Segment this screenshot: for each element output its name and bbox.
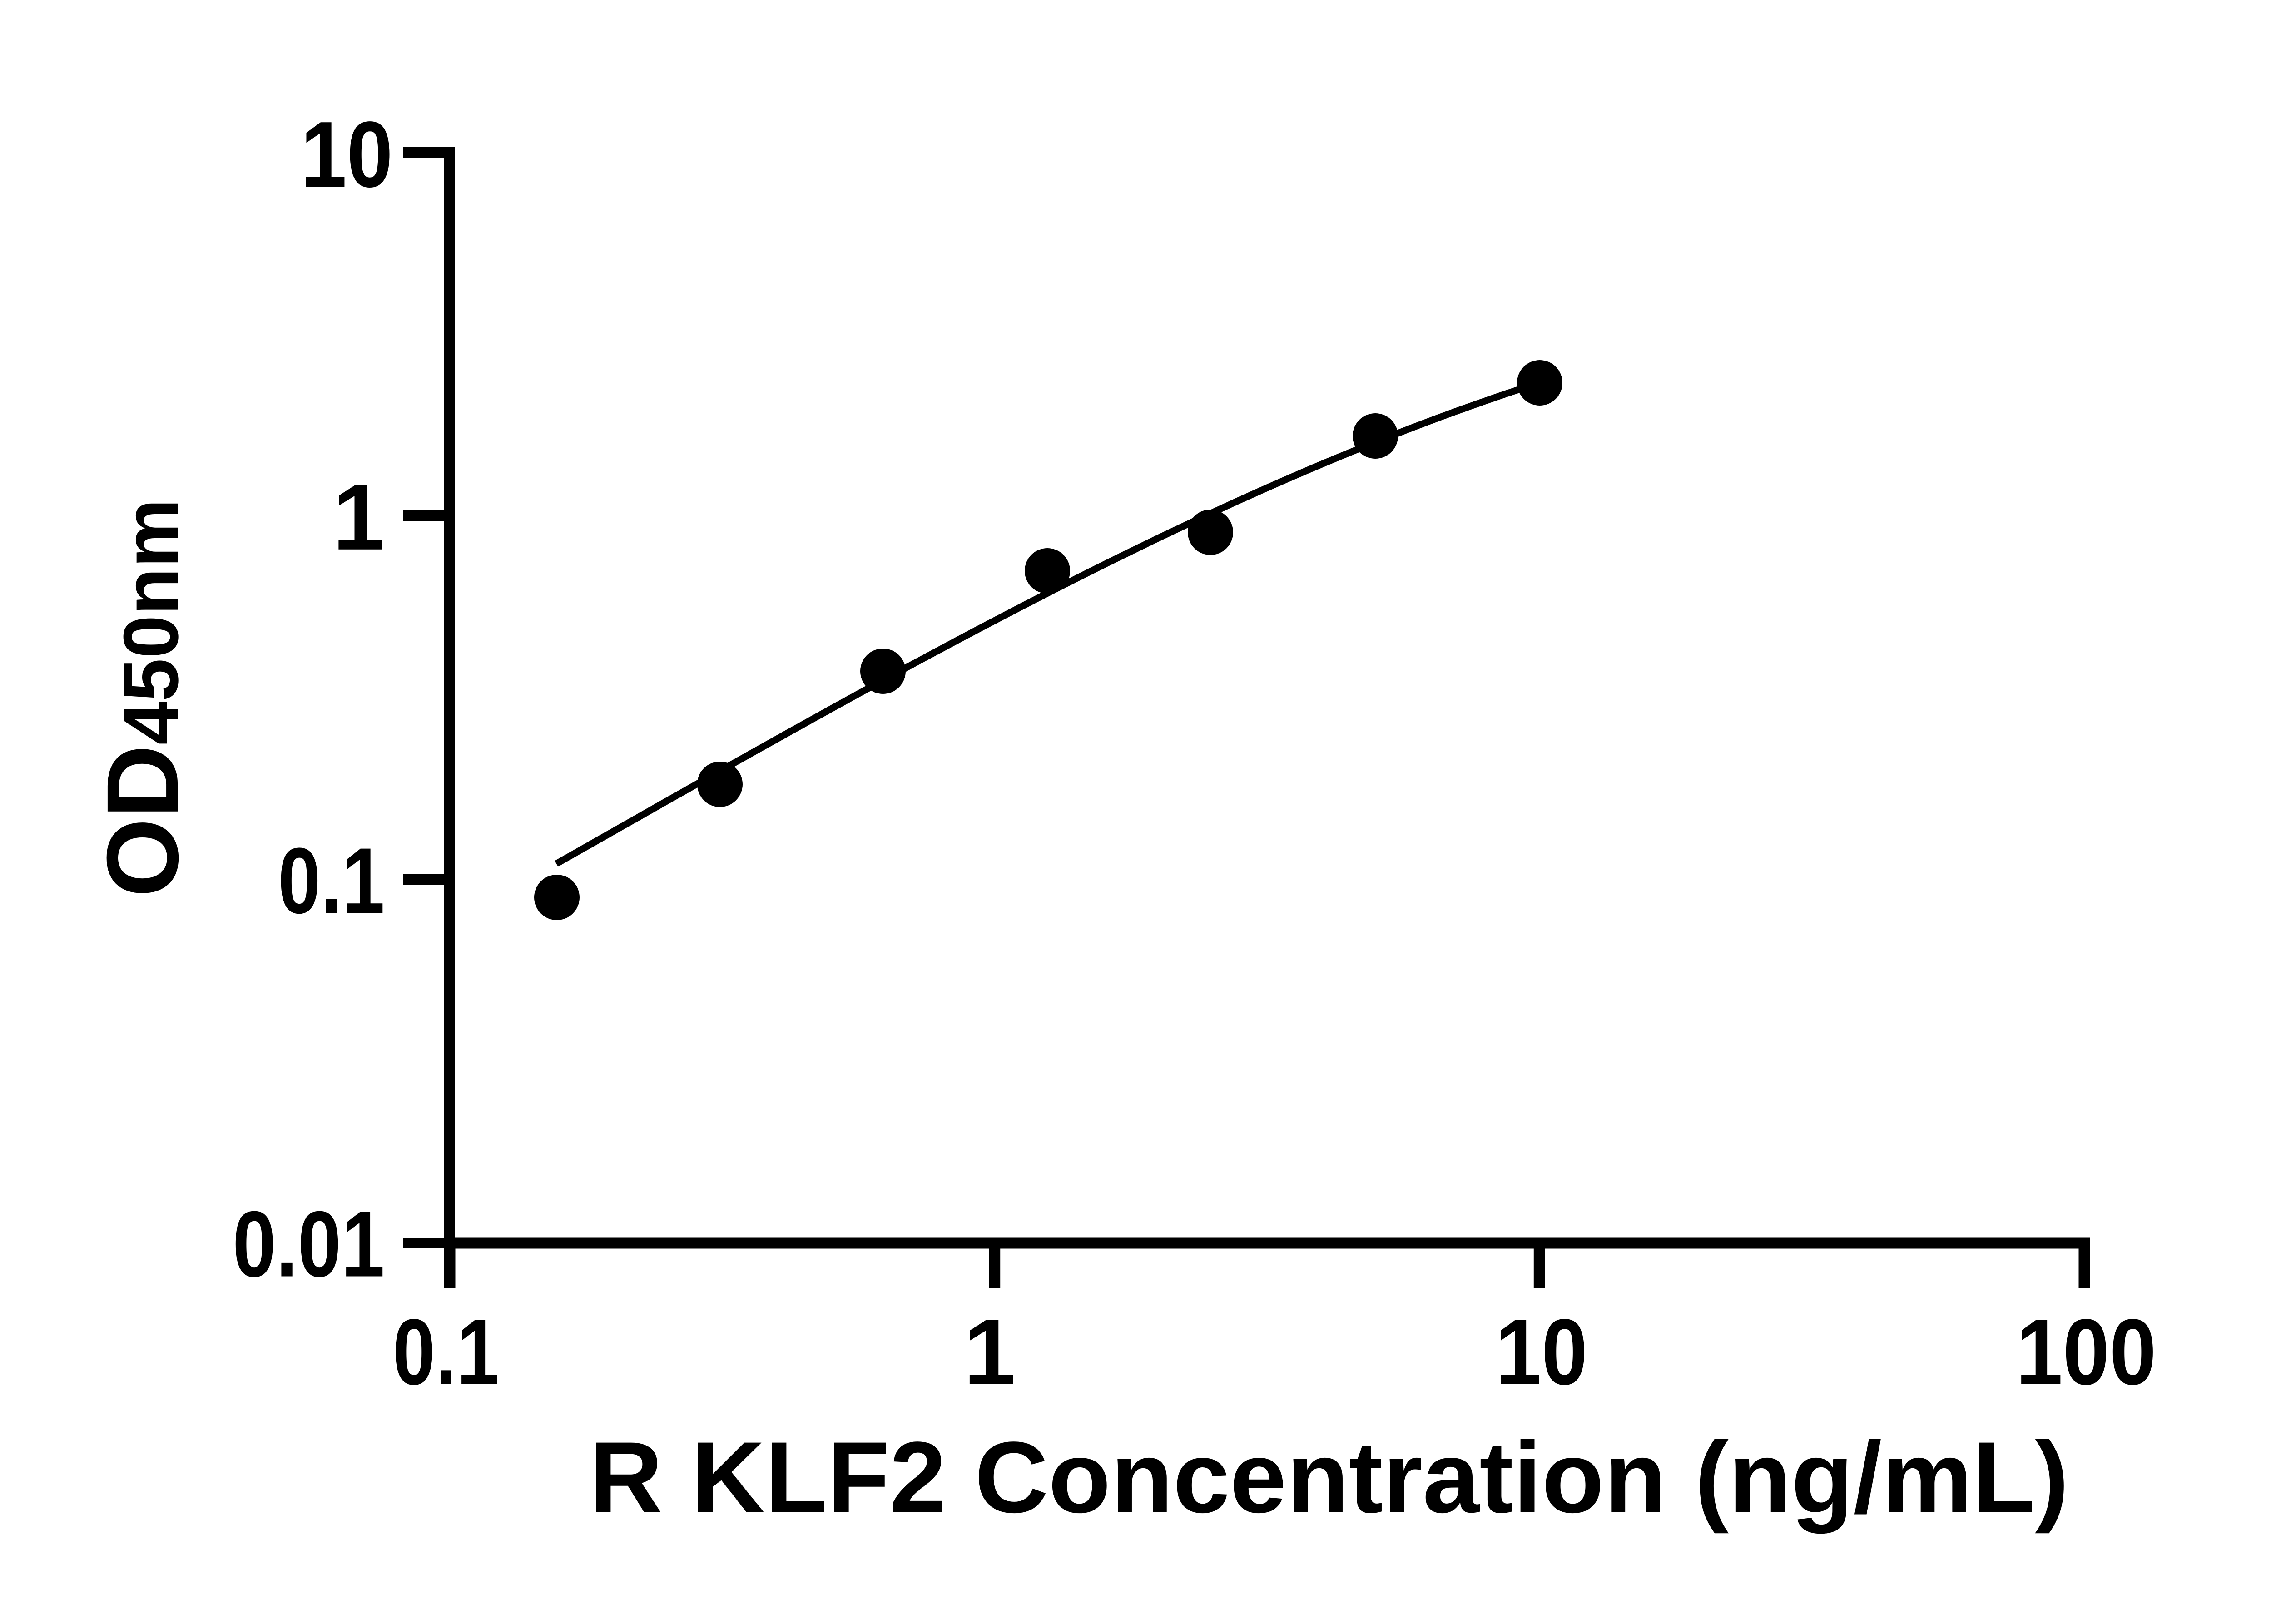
svg-text:100: 100 bbox=[2016, 1300, 2157, 1404]
svg-text:10: 10 bbox=[301, 102, 393, 207]
svg-text:1: 1 bbox=[964, 1300, 1016, 1404]
svg-text:0.01: 0.01 bbox=[233, 1192, 385, 1297]
svg-text:0.1: 0.1 bbox=[393, 1300, 500, 1404]
svg-text:0.1: 0.1 bbox=[278, 828, 385, 933]
svg-text:OD450nm: OD450nm bbox=[86, 499, 199, 897]
svg-text:1: 1 bbox=[332, 465, 385, 569]
svg-text:R KLF2 Concentration (ng/mL): R KLF2 Concentration (ng/mL) bbox=[589, 1421, 2069, 1534]
svg-text:10: 10 bbox=[1496, 1300, 1588, 1404]
